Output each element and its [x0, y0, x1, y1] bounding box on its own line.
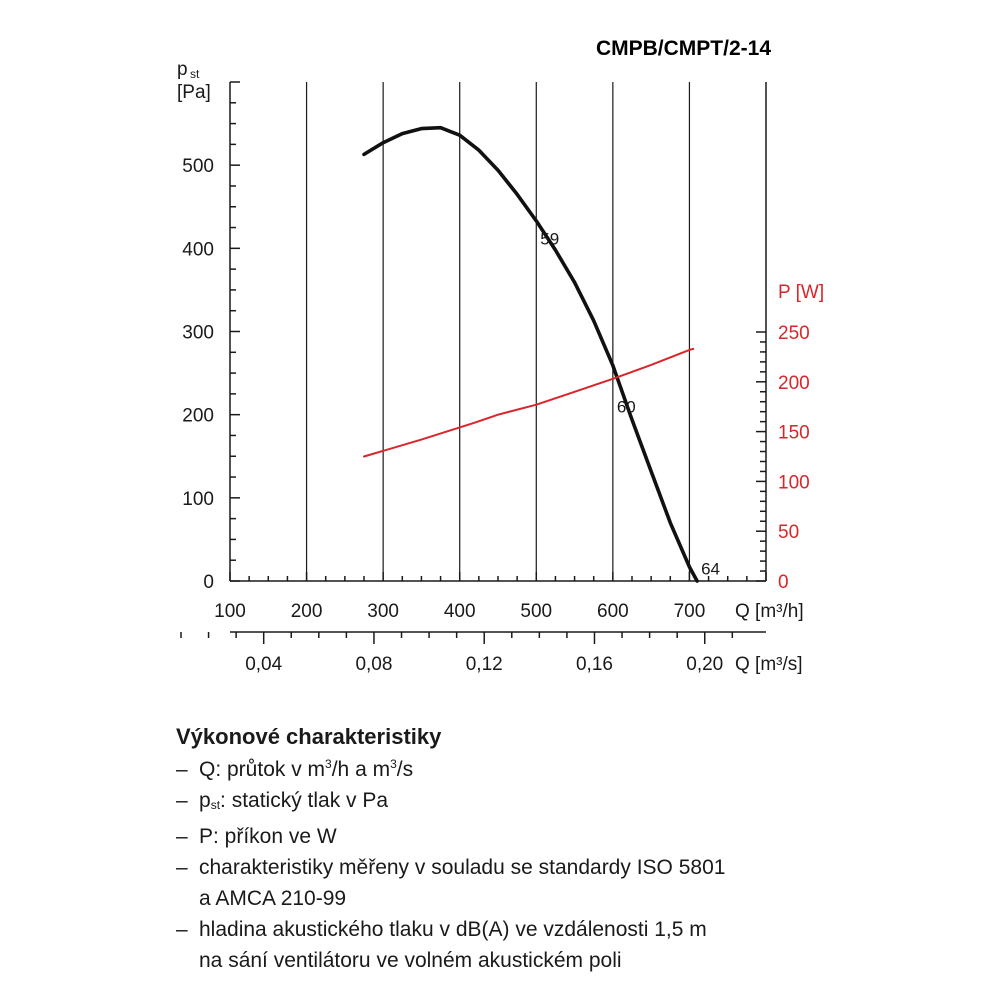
chart-title: CMPB/CMPT/2-14 — [596, 37, 771, 60]
legend-item-iso-line2: a AMCA 210-99 — [199, 887, 347, 910]
legend-list: Q: průtok v m3/h a m3/s pst: statický tl… — [176, 754, 976, 976]
x-axis-label-m3h: Q [m³/h] — [735, 601, 804, 622]
left-tick-label-400: 400 — [182, 239, 214, 260]
left-tick-label-100: 100 — [182, 489, 214, 510]
left-tick-label-500: 500 — [182, 156, 214, 177]
legend-item-q-text-a: Q: průtok v m — [199, 758, 326, 781]
legend-item-q-text-c: /s — [396, 758, 414, 781]
grid — [305, 82, 691, 581]
x2-tick-label-0,12: 0,12 — [466, 654, 503, 675]
axes — [229, 82, 767, 633]
operating-point-label-64: 64 — [701, 560, 720, 579]
series — [362, 125, 699, 583]
legend-item-pst-sub: st — [210, 798, 221, 812]
left-tick-label-200: 200 — [182, 406, 214, 427]
right-tick-label-50: 50 — [778, 522, 799, 543]
x2-tick-label-0,04: 0,04 — [245, 654, 282, 675]
x-tick-label-700: 700 — [674, 601, 706, 622]
left-axis-label-unit: [Pa] — [177, 82, 211, 103]
x2-tick-label-0,16: 0,16 — [576, 654, 613, 675]
x2-tick-label-0,20: 0,20 — [686, 654, 723, 675]
right-tick-label-150: 150 — [778, 423, 810, 444]
right-tick-label-200: 200 — [778, 373, 810, 394]
legend-item-q-text-b: /h a m — [331, 758, 391, 781]
left-tick-label-0: 0 — [203, 572, 214, 593]
operating-point-label-60: 60 — [617, 397, 636, 416]
left-tick-label-300: 300 — [182, 323, 214, 344]
right-tick-label-250: 250 — [778, 323, 810, 344]
legend-item-noise-line1: hladina akustického tlaku v dB(A) ve vzd… — [199, 918, 707, 941]
x-tick-label-200: 200 — [291, 601, 323, 622]
power-curve — [363, 347, 695, 458]
x-tick-label-300: 300 — [367, 601, 399, 622]
x2-tick-label-0,08: 0,08 — [355, 654, 392, 675]
legend-item-noise: hladina akustického tlaku v dB(A) ve vzd… — [176, 914, 976, 976]
pressure-curve — [362, 125, 699, 583]
x-axis-label-m3s: Q [m³/s] — [735, 654, 803, 675]
right-tick-label-100: 100 — [778, 472, 810, 493]
annotations: 59 60 64 — [540, 229, 720, 578]
right-axis-label: P [W] — [778, 282, 824, 303]
legend-item-p: P: příkon ve W — [176, 821, 976, 852]
legend-item-pst-text-a: p — [199, 789, 211, 812]
legend-heading: Výkonové charakteristiky — [176, 724, 442, 749]
legend-item-noise-line2: na sání ventilátoru ve volném akustickém… — [199, 949, 622, 972]
left-axis-label: p st [Pa] — [177, 59, 211, 103]
legend-item-iso-line1: charakteristiky měřeny v souladu se stan… — [199, 856, 726, 879]
x-tick-label-400: 400 — [444, 601, 476, 622]
left-axis-label-main: p — [177, 59, 188, 80]
legend-item-pst-text-b: : statický tlak v Pa — [220, 789, 389, 812]
x-tick-label-100: 100 — [214, 601, 246, 622]
x-tick-label-600: 600 — [597, 601, 629, 622]
operating-point-label-59: 59 — [540, 229, 559, 248]
right-tick-label-0: 0 — [778, 572, 789, 593]
legend-item-iso: charakteristiky měřeny v souladu se stan… — [176, 852, 976, 914]
x-tick-label-500: 500 — [520, 601, 552, 622]
legend-item-q-sup2: 3 — [390, 757, 397, 771]
performance-chart: CMPB/CMPT/2-14 p st [Pa] P [W] 010020030… — [177, 37, 824, 675]
left-axis-label-sub: st — [190, 67, 200, 81]
legend-item-q: Q: průtok v m3/h a m3/s — [176, 754, 976, 785]
legend-item-pst: pst: statický tlak v Pa — [176, 785, 976, 821]
legend: Výkonové charakteristiky Q: průtok v m3/… — [176, 724, 976, 976]
legend-item-q-sup1: 3 — [325, 757, 332, 771]
